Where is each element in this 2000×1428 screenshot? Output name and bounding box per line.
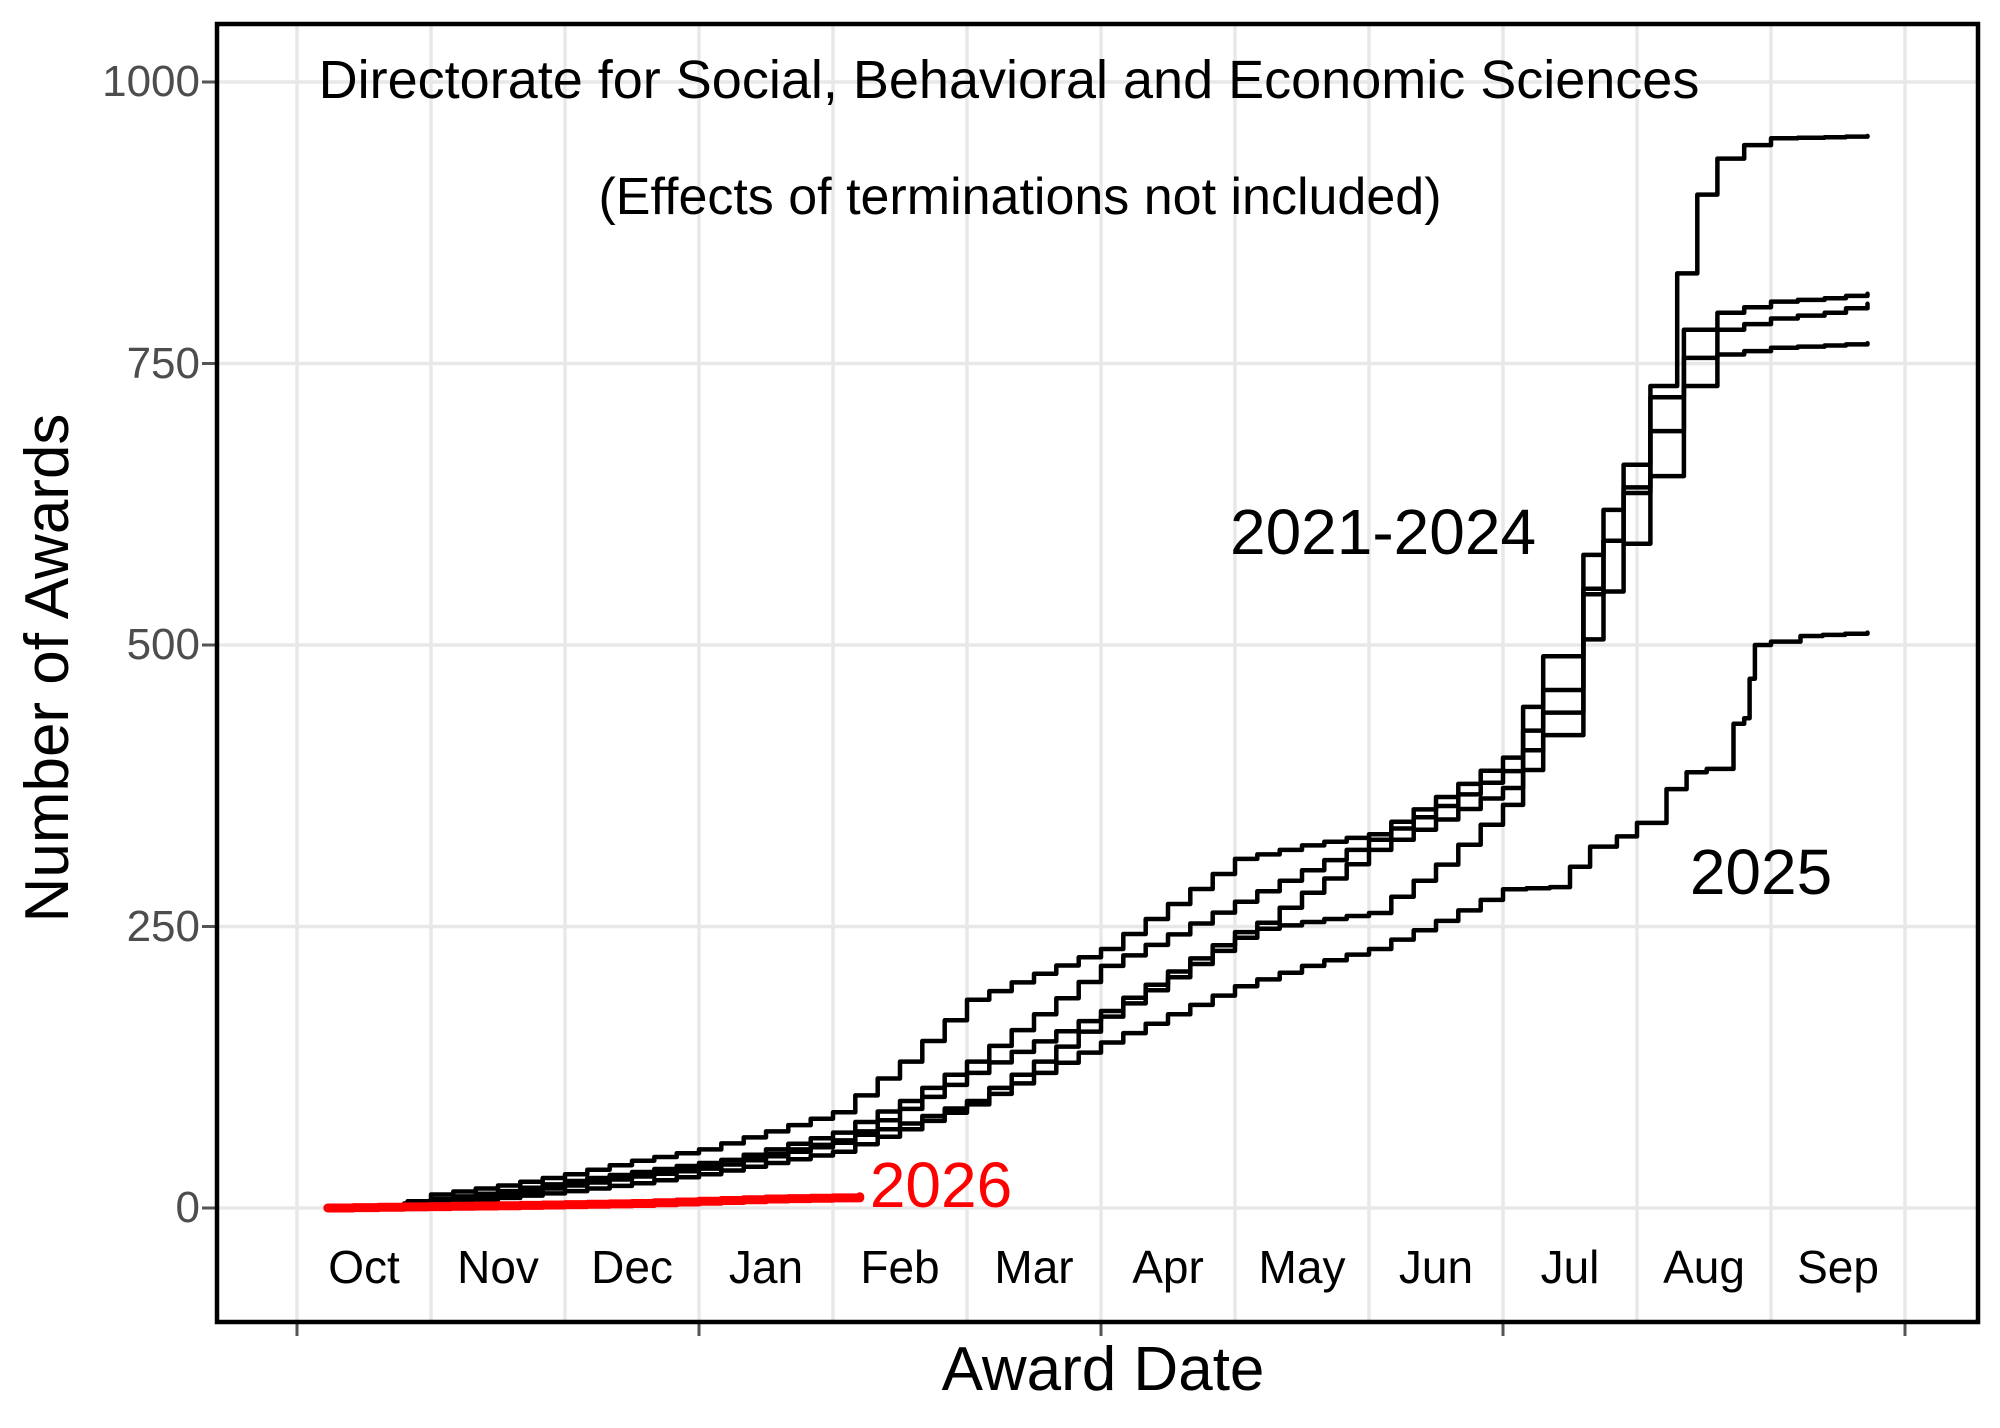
series-line-2025 <box>348 630 1870 1211</box>
panel-border <box>214 21 1981 1325</box>
series-label-2026: 2026 <box>869 1149 1013 1221</box>
y-tick-label-0: 0 <box>175 1183 200 1232</box>
y-tick-label-750: 750 <box>126 338 200 388</box>
month-label-oct: Oct <box>328 1241 400 1293</box>
month-label-apr: Apr <box>1132 1241 1204 1293</box>
month-label-jan: Jan <box>728 1241 804 1293</box>
series-line-2021 <box>381 291 1870 1211</box>
month-label-sep: Sep <box>1797 1241 1879 1293</box>
series-line-2022 <box>388 301 1870 1211</box>
y-tick-label-500: 500 <box>126 620 200 669</box>
month-label-jul: Jul <box>1540 1241 1600 1293</box>
month-label-nov: Nov <box>457 1241 539 1293</box>
series-line-2023 <box>395 340 1870 1211</box>
chart-subtitle: (Effects of terminations not included) <box>598 168 1442 226</box>
month-label-jun: Jun <box>1398 1241 1474 1293</box>
y-tick-label-1000: 1000 <box>102 57 200 106</box>
month-label-may: May <box>1258 1241 1346 1293</box>
series-line-2026 <box>323 1192 865 1213</box>
x-axis-title: Award Date <box>941 1335 1265 1404</box>
month-label-dec: Dec <box>591 1241 673 1293</box>
chart-title: Directorate for Social, Behavioral and E… <box>318 50 1700 110</box>
y-axis-title: Number of Awards <box>13 413 82 923</box>
month-label-aug: Aug <box>1663 1241 1745 1293</box>
month-label-feb: Feb <box>860 1241 940 1293</box>
series-label-2025: 2025 <box>1689 836 1833 908</box>
y-tick-label-250: 250 <box>126 901 200 951</box>
series-label-2021-2024: 2021-2024 <box>1229 496 1537 568</box>
series-line-2024 <box>375 133 1870 1211</box>
month-label-mar: Mar <box>994 1241 1074 1293</box>
